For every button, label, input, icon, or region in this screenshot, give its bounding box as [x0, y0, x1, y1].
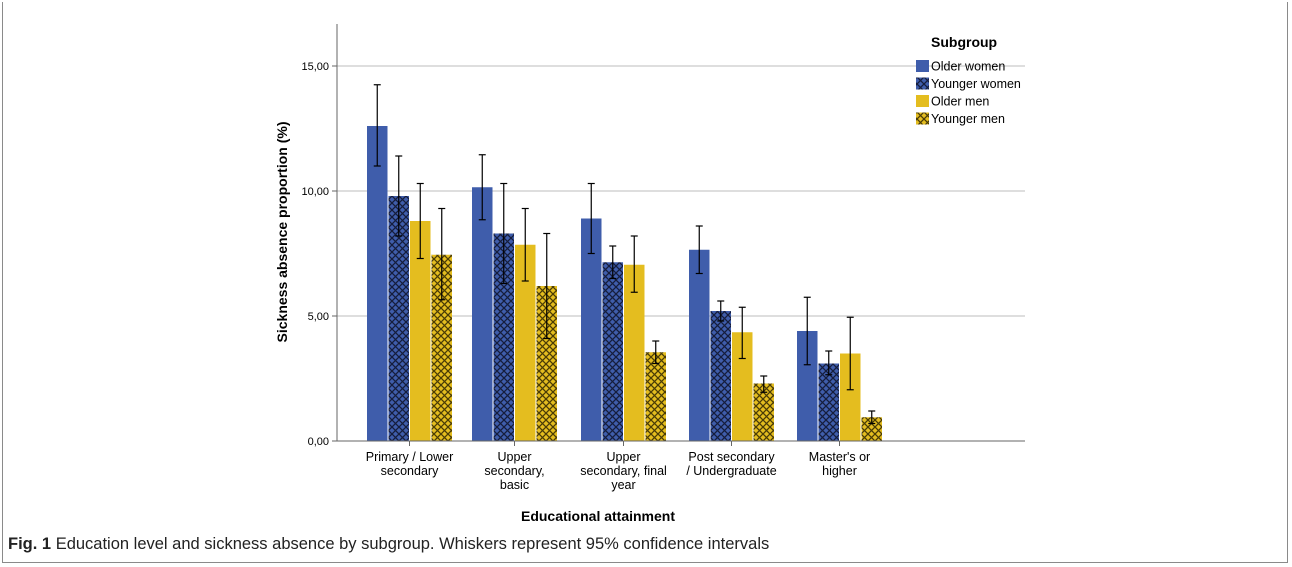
- bar: [581, 218, 602, 441]
- legend-title: Subgroup: [931, 34, 997, 50]
- error-bars: [373, 84, 876, 425]
- bar: [515, 244, 536, 441]
- y-tick-label: 15,00: [301, 61, 329, 73]
- bar: [732, 332, 753, 441]
- legend-swatch: [916, 95, 929, 107]
- bar: [861, 417, 882, 441]
- legend-label: Older men: [931, 95, 989, 109]
- figure-caption: Fig. 1 Education level and sickness abse…: [8, 535, 769, 554]
- caption-text: Education level and sickness absence by …: [55, 535, 770, 553]
- bar: [689, 249, 710, 441]
- axes: [336, 24, 1025, 442]
- legend-swatch: [916, 112, 929, 125]
- bar: [624, 264, 645, 441]
- bars: [367, 126, 882, 441]
- x-category-label: Post secondary: [688, 450, 775, 464]
- x-category-label: secondary: [381, 464, 439, 478]
- bar: [493, 233, 514, 441]
- bar: [367, 126, 388, 441]
- y-tick-label: 0,00: [308, 436, 329, 448]
- bar: [840, 353, 861, 441]
- bar: [472, 187, 493, 441]
- x-category-label: Primary / Lower: [366, 450, 454, 464]
- figure-label: Fig. 1: [8, 535, 52, 553]
- y-tick-labels: 0,00 5,00 10,00 15,00: [301, 61, 337, 448]
- legend-swatch: [916, 77, 929, 90]
- x-category-label: secondary, final: [580, 464, 667, 478]
- legend-label: Older women: [931, 60, 1005, 74]
- x-category-label: higher: [822, 464, 857, 478]
- bar: [818, 363, 839, 441]
- y-axis-title: Sickness absence proportion (%): [274, 122, 290, 343]
- legend-swatch: [916, 60, 929, 72]
- bar: [431, 254, 452, 441]
- y-tick-label: 10,00: [301, 186, 329, 198]
- bar: [710, 311, 731, 441]
- x-category-label: Master's or: [809, 450, 870, 464]
- x-axis-title: Educational attainment: [521, 508, 675, 524]
- x-category-label: secondary,: [484, 464, 544, 478]
- legend-label: Younger women: [931, 77, 1021, 91]
- bar: [797, 331, 818, 441]
- y-tick-label: 5,00: [308, 311, 329, 323]
- bar: [388, 196, 409, 441]
- bar: [753, 383, 774, 441]
- bar: [410, 221, 431, 441]
- x-category-label: / Undergraduate: [686, 464, 776, 478]
- x-category-labels: Primary / LowersecondaryUppersecondary,b…: [366, 441, 870, 492]
- bar: [645, 352, 666, 441]
- x-category-label: Upper: [606, 450, 640, 464]
- legend: Subgroup Older women Younger women Older m…: [916, 34, 1021, 126]
- legend-label: Younger men: [931, 112, 1005, 126]
- bar: [602, 262, 623, 441]
- x-category-label: Upper: [497, 450, 531, 464]
- bar: [536, 286, 557, 441]
- x-category-label: basic: [500, 478, 529, 492]
- x-category-label: year: [611, 478, 635, 492]
